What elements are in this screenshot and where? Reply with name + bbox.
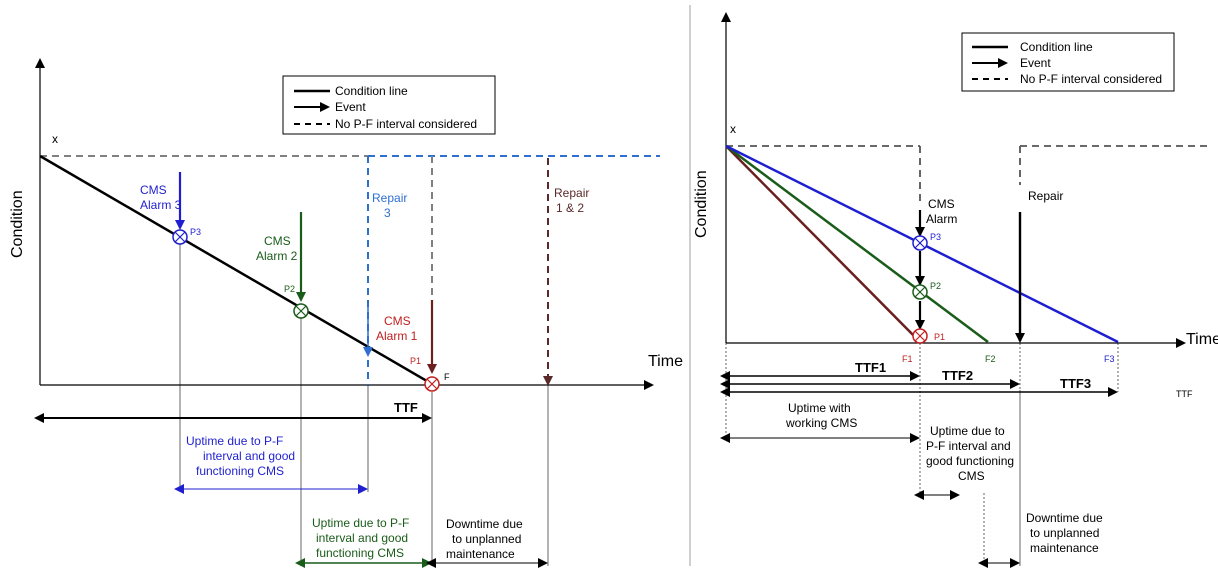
- right-p2-label: P2: [930, 281, 941, 291]
- right-p3-label: P3: [930, 232, 941, 242]
- left-uptime-green-3: functioning CMS: [316, 546, 404, 560]
- right-f3-label: F3: [1104, 354, 1115, 364]
- left-uptime-blue-1: Uptime due to P-F: [186, 434, 283, 448]
- right-condition-line-1: [725, 145, 921, 343]
- left-y-axis-label: Condition: [9, 190, 26, 258]
- right-ttf1-label: TTF1: [855, 360, 886, 375]
- right-p3-marker: [912, 235, 928, 251]
- left-uptime-green-1: Uptime due to P-F: [312, 516, 409, 530]
- right-p1-marker: [912, 328, 928, 344]
- left-downtime-3: maintenance: [446, 547, 515, 561]
- left-repair12-label-1: Repair: [554, 186, 589, 200]
- right-uptime-pf-1: Uptime due to: [930, 424, 1005, 438]
- left-p3-label: P3: [190, 227, 201, 237]
- left-ttf-label: TTF: [394, 400, 418, 415]
- left-cms3-label-2: Alarm 3: [140, 198, 182, 212]
- left-p2-label: P2: [284, 284, 295, 294]
- right-condition-line-2: [725, 144, 989, 344]
- right-p1-label: P1: [934, 332, 945, 342]
- left-uptime-blue-3: functioning CMS: [196, 464, 284, 478]
- right-downtime-1: Downtime due: [1026, 511, 1103, 525]
- left-p1-label: P1: [410, 356, 421, 366]
- right-f1-label: F1: [902, 354, 913, 364]
- left-cms2-label-1: CMS: [264, 234, 291, 248]
- right-uptime-cms-1: Uptime with: [788, 401, 851, 415]
- left-downtime-1: Downtime due: [446, 517, 523, 531]
- left-legend-box: [282, 75, 496, 135]
- left-f-label: F: [444, 372, 450, 382]
- right-legend-dash-label: No P-F interval considered: [1020, 72, 1162, 86]
- right-ttf-label: TTF: [1176, 389, 1193, 399]
- left-repair3-label-1: Repair: [372, 191, 407, 205]
- right-uptime-pf-2: P-F interval and: [926, 439, 1011, 453]
- right-uptime-pf-4: CMS: [958, 469, 985, 483]
- left-cms2-label-2: Alarm 2: [256, 249, 298, 263]
- right-legend-event-label: Event: [1020, 56, 1051, 70]
- right-y-axis-label: Condition: [693, 170, 710, 238]
- left-repair3-label-2: 3: [384, 206, 391, 220]
- right-alarm-label-2: Alarm: [926, 212, 957, 226]
- right-f2-label: F2: [985, 354, 996, 364]
- left-legend-condition-label: Condition line: [335, 84, 408, 98]
- right-diagram: Condition Time x Condition line Event No…: [693, 12, 1218, 568]
- left-cms1-label-1: CMS: [384, 314, 411, 328]
- left-p2-marker: [293, 303, 309, 319]
- left-uptime-blue-2: interval and good: [203, 449, 295, 463]
- right-x-start-label: x: [730, 122, 736, 136]
- left-cms3-label-1: CMS: [140, 183, 167, 197]
- right-uptime-cms-2: working CMS: [785, 416, 857, 430]
- left-repair12-label-2: 1 & 2: [556, 201, 584, 215]
- left-uptime-green-2: interval and good: [316, 531, 408, 545]
- left-x-start-label: x: [52, 132, 58, 146]
- left-condition-line: [39, 154, 433, 386]
- right-repair-label: Repair: [1028, 189, 1063, 203]
- left-p1-marker: [424, 376, 440, 392]
- right-ttf3-label: TTF3: [1060, 376, 1091, 391]
- right-p2-marker: [912, 284, 928, 300]
- left-legend-event-label: Event: [335, 100, 366, 114]
- left-guide-lines: [179, 244, 549, 566]
- left-p3-marker: [172, 229, 188, 245]
- left-diagram: Condition Time x Condition line Event No…: [9, 58, 683, 568]
- right-alarm-label-1: CMS: [928, 197, 955, 211]
- left-x-axis-label: Time: [648, 353, 683, 370]
- right-legend-condition-label: Condition line: [1020, 40, 1093, 54]
- right-uptime-pf-3: good functioning: [926, 454, 1014, 468]
- right-ttf2-label: TTF2: [942, 368, 973, 383]
- right-x-axis-label: Time: [1186, 331, 1218, 348]
- left-downtime-2: to unplanned: [452, 532, 521, 546]
- right-downtime-2: to unplanned: [1030, 526, 1099, 540]
- right-downtime-3: maintenance: [1030, 541, 1099, 555]
- left-cms1-label-2: Alarm 1: [376, 329, 418, 343]
- left-legend-dash-label: No P-F interval considered: [335, 117, 477, 131]
